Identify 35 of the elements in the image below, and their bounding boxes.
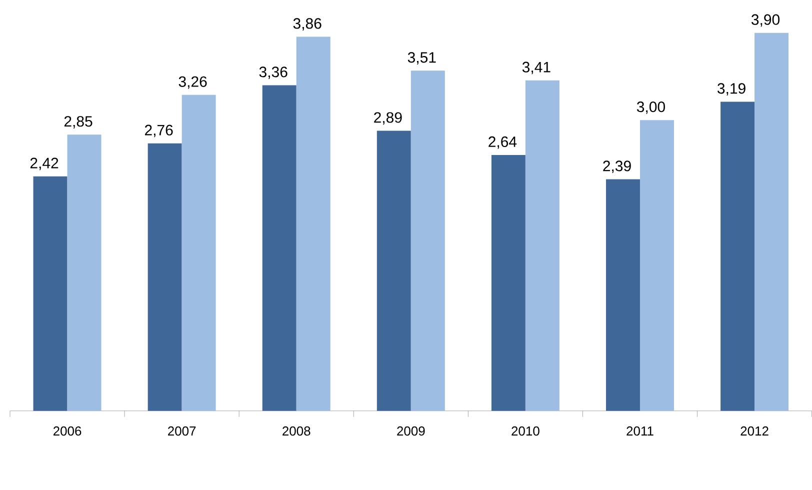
bar	[296, 36, 330, 411]
x-tick-label: 2008	[282, 426, 310, 436]
bar	[525, 80, 560, 411]
data-label: 3,36	[259, 66, 288, 80]
data-label: 3,41	[522, 62, 550, 74]
bar	[720, 102, 755, 411]
bar	[491, 155, 526, 411]
bar	[33, 176, 68, 411]
bar	[182, 94, 216, 411]
bar	[754, 32, 789, 411]
data-label: 3,26	[178, 76, 207, 89]
data-label: 2,76	[144, 124, 173, 138]
data-label: 3,86	[293, 18, 322, 31]
data-label: 3,00	[636, 102, 665, 114]
x-tick-label: 2012	[740, 426, 768, 436]
bar	[376, 130, 411, 411]
bar	[148, 143, 182, 411]
x-tick-label: 2010	[512, 426, 540, 436]
x-tick-label: 2011	[626, 426, 654, 436]
x-tick-label: 2007	[168, 426, 196, 436]
bar	[606, 179, 640, 411]
data-label: 3,19	[718, 83, 746, 96]
x-tick-label: 2006	[53, 426, 82, 436]
data-label: 2,64	[488, 136, 517, 149]
data-label: 3,51	[408, 52, 436, 65]
bar	[262, 85, 296, 411]
data-label: 3,90	[752, 14, 780, 27]
data-label: 2,39	[603, 160, 631, 174]
bar	[67, 134, 102, 411]
data-label: 2,85	[64, 116, 92, 129]
bar	[640, 120, 674, 411]
bar	[410, 70, 445, 411]
data-label: 2,89	[374, 112, 402, 125]
data-label: 2,42	[30, 158, 58, 170]
x-tick-label: 2009	[397, 426, 425, 436]
